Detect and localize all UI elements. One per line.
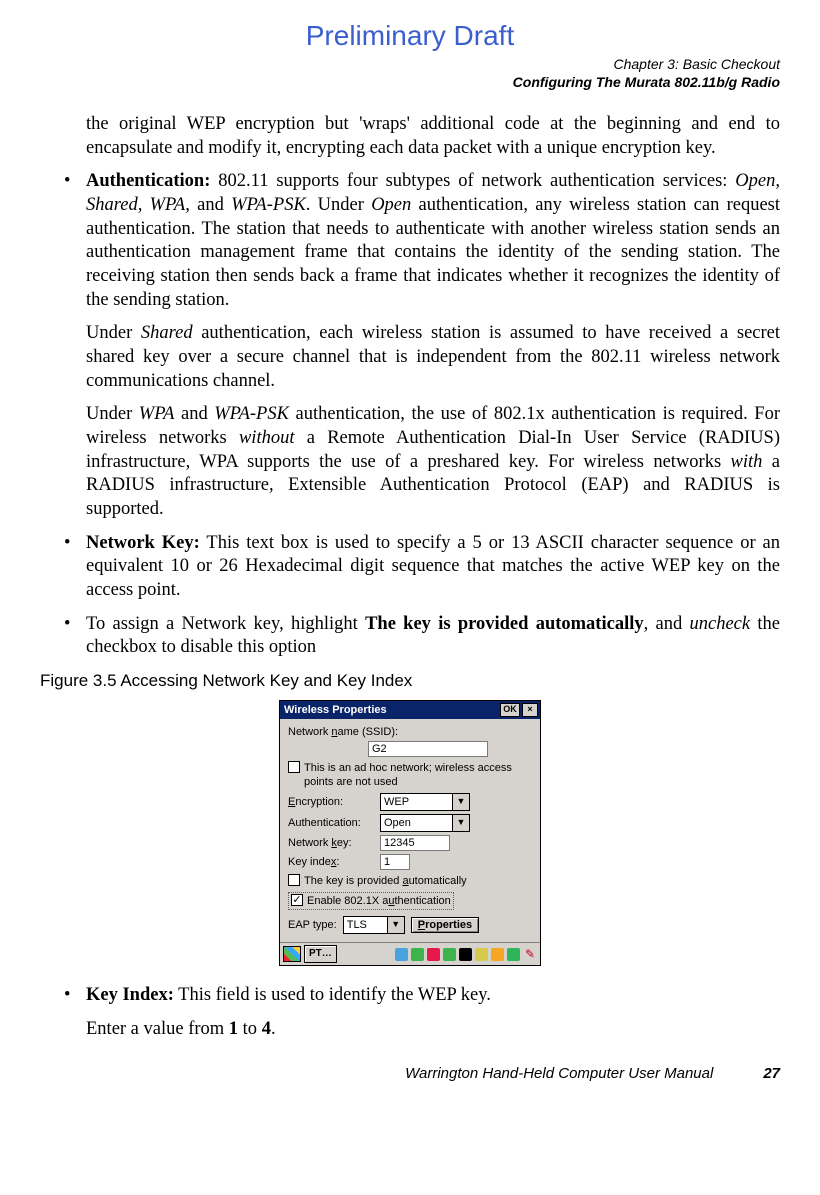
adhoc-checkbox[interactable] xyxy=(288,761,300,773)
encryption-label: Encryption: xyxy=(288,795,380,809)
tray-icon[interactable] xyxy=(443,948,456,961)
ssid-label: Network name (SSID): xyxy=(288,725,532,739)
tray-icon[interactable] xyxy=(507,948,520,961)
pen-icon[interactable]: ✎ xyxy=(523,947,537,961)
enable-8021x-label: Enable 802.1X authentication xyxy=(307,894,451,908)
taskbar: PT… ✎ xyxy=(280,942,540,965)
figure-caption: Figure 3.5 Accessing Network Key and Key… xyxy=(40,670,780,692)
ok-button[interactable]: OK xyxy=(500,703,520,717)
tray-icon[interactable] xyxy=(475,948,488,961)
key-index-input[interactable] xyxy=(380,854,410,870)
page-footer: Warrington Hand-Held Computer User Manua… xyxy=(40,1065,780,1082)
tray-icon[interactable] xyxy=(459,948,472,961)
tray-icon[interactable] xyxy=(491,948,504,961)
eap-properties-button[interactable]: Properties xyxy=(411,917,479,933)
footer-text: Warrington Hand-Held Computer User Manua… xyxy=(40,1065,763,1082)
bullet-authentication: Authentication: 802.11 supports four sub… xyxy=(40,170,780,521)
dialog-title: Wireless Properties xyxy=(284,703,500,717)
wireless-properties-dialog: Wireless Properties OK × Network name (S… xyxy=(279,700,541,966)
section-line: Configuring The Murata 802.11b/g Radio xyxy=(40,74,780,92)
bullet-key-index: Key Index: This field is used to identif… xyxy=(40,984,780,1041)
eap-type-label: EAP type: xyxy=(288,918,337,932)
close-button[interactable]: × xyxy=(522,703,538,717)
eap-type-select[interactable]: TLS▼ xyxy=(343,916,405,934)
enable-8021x-checkbox[interactable]: ✓ xyxy=(291,894,303,906)
page-number: 27 xyxy=(763,1065,780,1082)
bullet-network-key: Network Key: This text box is used to sp… xyxy=(40,532,780,603)
network-key-input[interactable] xyxy=(380,835,450,851)
page-header: Chapter 3: Basic Checkout Configuring Th… xyxy=(40,56,780,91)
start-icon[interactable] xyxy=(283,946,301,962)
tray-icon[interactable] xyxy=(427,948,440,961)
auth-wpa-para: Under WPA and WPA-PSK authentication, th… xyxy=(86,403,780,521)
key-index-label: Key index: xyxy=(288,855,380,869)
encryption-select[interactable]: WEP▼ xyxy=(380,793,470,811)
auto-key-label: The key is provided automatically xyxy=(304,874,467,888)
authentication-select[interactable]: Open▼ xyxy=(380,814,470,832)
tray-icon[interactable] xyxy=(411,948,424,961)
network-key-label: Network key: xyxy=(288,836,380,850)
chapter-line: Chapter 3: Basic Checkout xyxy=(40,56,780,74)
tray-icon[interactable] xyxy=(395,948,408,961)
ssid-input[interactable] xyxy=(368,741,488,757)
dialog-titlebar: Wireless Properties OK × xyxy=(280,701,540,719)
key-index-enter: Enter a value from 1 to 4. xyxy=(86,1018,780,1042)
figure-wrapper: Wireless Properties OK × Network name (S… xyxy=(40,700,780,970)
auto-key-checkbox[interactable] xyxy=(288,874,300,886)
taskbar-task-button[interactable]: PT… xyxy=(304,945,337,963)
chevron-down-icon: ▼ xyxy=(387,917,404,933)
adhoc-label: This is an ad hoc network; wireless acce… xyxy=(304,761,532,789)
system-tray: ✎ xyxy=(340,947,537,961)
chevron-down-icon: ▼ xyxy=(452,815,469,831)
bullet-assign-key: To assign a Network key, highlight The k… xyxy=(40,613,780,660)
authentication-label: Authentication: xyxy=(288,816,380,830)
continuation-paragraph: the original WEP encryption but 'wraps' … xyxy=(86,113,780,160)
chevron-down-icon: ▼ xyxy=(452,794,469,810)
adhoc-row: This is an ad hoc network; wireless acce… xyxy=(288,761,532,789)
auth-shared-para: Under Shared authentication, each wirele… xyxy=(86,322,780,393)
draft-watermark: Preliminary Draft xyxy=(40,20,780,52)
